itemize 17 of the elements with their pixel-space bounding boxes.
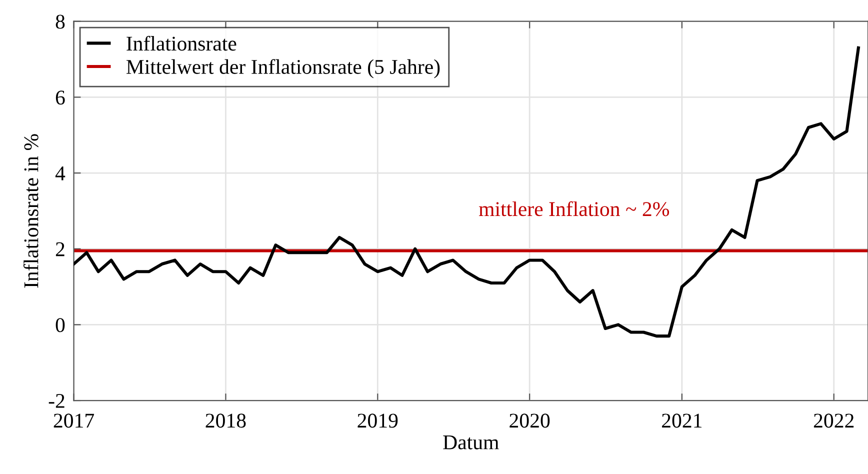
y-tick-label: -2 [48,394,64,408]
x-tick-label: 2017 [54,414,94,428]
y-axis-title: Inflationsrate in % [23,134,38,288]
x-tick-label: 2021 [662,414,702,428]
x-tick-label: 2019 [358,414,398,428]
y-tick-label: 6 [56,90,65,105]
x-tick-label: 2022 [814,414,854,428]
legend-label: Inflationsrate [126,36,236,51]
x-axis-title: Datum [443,436,499,450]
y-tick-label: 2 [56,242,64,256]
y-tick-label: 0 [56,318,65,332]
y-tick-label: 4 [55,166,66,180]
annotation: mittlere Inflation ~ 2% [478,201,670,216]
x-tick-label: 2020 [510,414,550,428]
y-tick-label: 8 [56,14,65,29]
legend-label: Mittelwert der Inflationsrate (5 Jahre) [126,59,440,78]
x-tick-label: 2018 [206,414,246,428]
